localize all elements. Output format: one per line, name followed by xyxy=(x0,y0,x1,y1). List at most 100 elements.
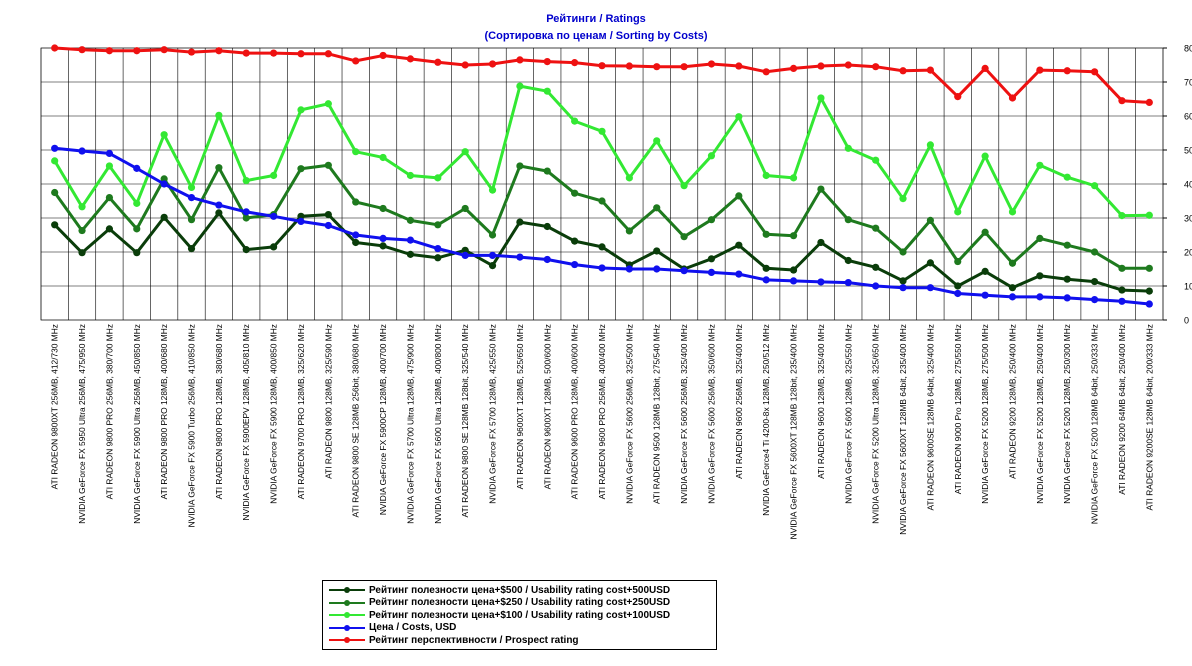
x-tick-label: ATI RADEON 9800 SE 128MB 256bit, 380/680… xyxy=(351,324,361,518)
x-tick-label: NVIDIA GeForce FX 5900 128MB, 400/850 MH… xyxy=(269,324,279,504)
data-point xyxy=(653,265,661,273)
data-point xyxy=(1008,293,1017,301)
data-point xyxy=(1008,284,1017,292)
data-point xyxy=(981,267,989,275)
legend-entry: Рейтинг полезности цена+$100 / Usability… xyxy=(329,609,710,622)
data-point xyxy=(78,46,86,54)
data-point xyxy=(735,113,743,121)
data-point xyxy=(488,262,497,270)
data-point xyxy=(926,259,934,267)
data-point xyxy=(133,164,141,172)
data-point xyxy=(707,255,716,263)
data-point xyxy=(1145,300,1153,308)
data-point xyxy=(680,63,688,71)
data-point xyxy=(981,64,989,72)
data-point xyxy=(324,161,332,169)
x-tick-label: NVIDIA GeForce FX 5200 128MB, 250/400 MH… xyxy=(1035,324,1045,504)
data-point xyxy=(598,243,606,251)
data-point xyxy=(571,59,579,67)
data-point xyxy=(1063,173,1071,181)
y-tick-label: 300 xyxy=(1184,214,1192,224)
data-point xyxy=(899,195,907,203)
data-point xyxy=(707,60,716,68)
data-point xyxy=(680,182,688,190)
data-point xyxy=(571,117,579,125)
legend-swatch xyxy=(329,599,365,607)
data-point xyxy=(461,246,469,254)
data-point xyxy=(1036,234,1044,242)
data-point xyxy=(1090,248,1099,256)
legend-label: Рейтинг полезности цена+$500 / Usability… xyxy=(369,584,671,596)
legend-label: Рейтинг полезности цена+$100 / Usability… xyxy=(369,609,671,621)
x-tick-label: ATI RADEON 9800 SE 128MB 128bit, 325/540… xyxy=(460,324,470,517)
data-point xyxy=(187,245,196,253)
data-point xyxy=(1036,161,1044,169)
x-tick-label: ATI RADEON 9600SE 128MB 64bit, 325/400 M… xyxy=(925,324,935,511)
data-point xyxy=(872,224,880,232)
legend-entry: Цена / Costs, USD xyxy=(329,622,710,635)
x-tick-label: ATI RADEON 9000 Pro 128MB, 275/550 MHz xyxy=(953,324,963,494)
data-point xyxy=(899,248,907,256)
data-point xyxy=(954,282,962,290)
data-point xyxy=(817,94,825,102)
data-point xyxy=(160,180,168,188)
x-tick-label: NVIDIA GeForce FX 5600 Ultra 128MB, 400/… xyxy=(433,324,443,524)
data-point xyxy=(105,194,114,202)
data-point xyxy=(653,137,661,145)
data-point xyxy=(680,233,688,241)
data-point xyxy=(105,47,114,55)
data-point xyxy=(461,204,469,213)
data-point xyxy=(242,208,250,216)
x-tick-label: ATI RADEON 9800XT 256MB, 412/730 MHz xyxy=(50,324,60,489)
data-point xyxy=(406,236,415,244)
data-point xyxy=(762,276,770,284)
x-tick-label: NVIDIA GeForce FX 5200 128MB, 250/300 MH… xyxy=(1062,324,1072,504)
data-point xyxy=(105,162,114,170)
data-point xyxy=(242,49,250,57)
data-point xyxy=(1145,287,1153,295)
data-point xyxy=(872,156,880,164)
data-point xyxy=(954,93,962,101)
data-point xyxy=(516,218,524,226)
data-point xyxy=(297,106,305,114)
data-point xyxy=(762,68,770,76)
x-tick-label: ATI RADEON 9800 PRO 256MB, 380/700 MHz xyxy=(104,324,114,499)
x-tick-label: NVIDIA GeForce FX 5200 128MB, 275/500 MH… xyxy=(980,324,990,504)
data-point xyxy=(789,64,798,72)
data-point xyxy=(926,216,934,224)
chart-subtitle: (Сортировка по ценам / Sorting by Costs) xyxy=(484,30,708,42)
data-point xyxy=(899,284,907,292)
x-tick-label: NVIDIA GeForce FX 5950 Ultra 256MB, 475/… xyxy=(77,324,87,524)
data-point xyxy=(242,246,250,254)
data-point xyxy=(653,63,661,71)
data-point xyxy=(78,226,86,235)
x-tick-label: ATI RADEON 9800 128MB, 325/590 MHz xyxy=(323,324,333,479)
data-point xyxy=(187,48,196,56)
data-point xyxy=(406,216,415,224)
x-tick-label: ATI RADEON 9700 PRO 128MB, 325/620 MHz xyxy=(296,324,306,499)
data-point xyxy=(817,238,825,247)
data-point xyxy=(51,188,59,197)
data-point xyxy=(789,266,798,274)
data-point xyxy=(844,279,852,287)
data-point xyxy=(981,291,989,299)
data-point xyxy=(78,203,86,211)
x-tick-label: ATI RADEON 9500 128MB 128bit, 275/540 MH… xyxy=(652,324,662,504)
data-point xyxy=(516,82,524,90)
legend-swatch xyxy=(329,586,365,594)
data-point xyxy=(215,111,223,119)
data-point xyxy=(406,250,415,258)
data-point xyxy=(434,254,442,262)
data-point xyxy=(789,232,798,240)
data-point xyxy=(461,251,469,259)
x-tick-label: ATI RADEON 9200SE 128MB 64bit, 200/333 M… xyxy=(1144,324,1154,511)
data-point xyxy=(51,221,59,229)
data-point xyxy=(1090,182,1099,190)
data-point xyxy=(379,153,387,162)
data-point xyxy=(707,216,716,224)
data-point xyxy=(817,62,825,70)
x-tick-label: ATI RADEON 9600 PRO 256MB, 400/400 MHz xyxy=(597,324,607,499)
data-point xyxy=(762,264,770,272)
data-point xyxy=(1036,293,1044,301)
data-point xyxy=(270,212,278,220)
